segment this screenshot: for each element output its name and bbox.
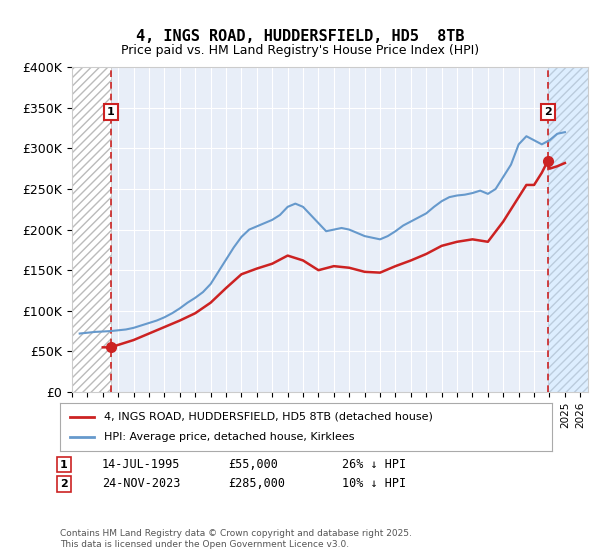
Text: 14-JUL-1995: 14-JUL-1995 bbox=[102, 458, 181, 470]
Text: £285,000: £285,000 bbox=[228, 477, 285, 490]
Text: £55,000: £55,000 bbox=[228, 458, 278, 470]
Bar bbox=[548, 67, 588, 392]
Text: 24-NOV-2023: 24-NOV-2023 bbox=[102, 477, 181, 490]
Text: 10% ↓ HPI: 10% ↓ HPI bbox=[342, 477, 406, 490]
Text: 1: 1 bbox=[107, 107, 115, 117]
Text: 2: 2 bbox=[544, 107, 552, 117]
Text: 4, INGS ROAD, HUDDERSFIELD, HD5 8TB (detached house): 4, INGS ROAD, HUDDERSFIELD, HD5 8TB (det… bbox=[104, 412, 433, 422]
Text: 1: 1 bbox=[60, 460, 68, 470]
Text: 4, INGS ROAD, HUDDERSFIELD, HD5  8TB: 4, INGS ROAD, HUDDERSFIELD, HD5 8TB bbox=[136, 29, 464, 44]
Text: 26% ↓ HPI: 26% ↓ HPI bbox=[342, 458, 406, 470]
Bar bbox=[72, 67, 111, 392]
Text: 2: 2 bbox=[60, 479, 68, 489]
Text: Contains HM Land Registry data © Crown copyright and database right 2025.
This d: Contains HM Land Registry data © Crown c… bbox=[60, 529, 412, 549]
Text: HPI: Average price, detached house, Kirklees: HPI: Average price, detached house, Kirk… bbox=[104, 432, 355, 442]
Text: Price paid vs. HM Land Registry's House Price Index (HPI): Price paid vs. HM Land Registry's House … bbox=[121, 44, 479, 57]
